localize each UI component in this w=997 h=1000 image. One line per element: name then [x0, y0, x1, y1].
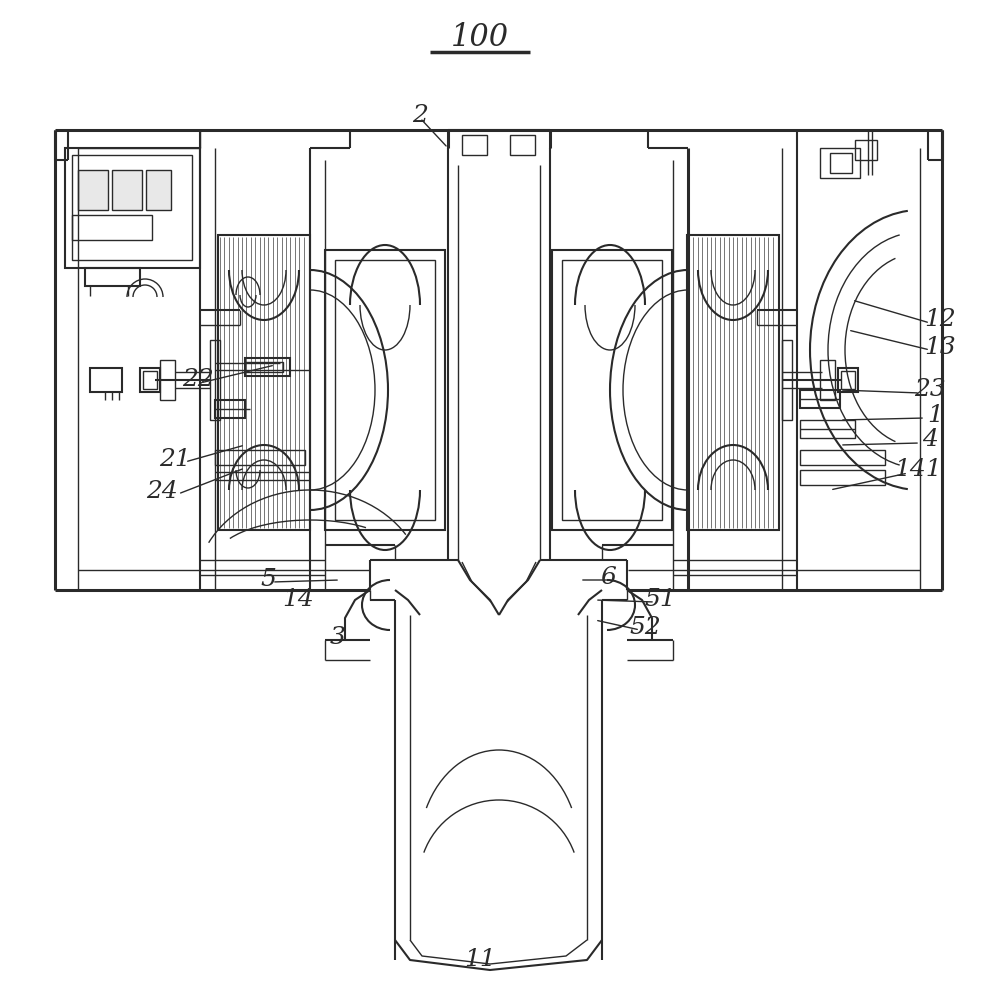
Bar: [65, 148, 200, 268]
Bar: [143, 371, 157, 389]
Bar: [552, 250, 672, 530]
Bar: [112, 170, 142, 210]
Bar: [90, 368, 122, 392]
Bar: [782, 340, 792, 420]
Bar: [687, 235, 779, 530]
Text: 4: 4: [922, 428, 938, 452]
Text: 3: 3: [330, 626, 346, 650]
Text: 23: 23: [914, 378, 946, 401]
Text: 2: 2: [412, 104, 428, 126]
Bar: [830, 153, 852, 173]
Text: 11: 11: [465, 948, 496, 972]
Bar: [210, 340, 220, 420]
Bar: [218, 235, 310, 530]
Bar: [855, 140, 877, 160]
Bar: [800, 420, 855, 438]
Text: 51: 51: [644, 588, 676, 611]
Text: 52: 52: [629, 616, 661, 640]
Bar: [510, 135, 535, 155]
Text: 5: 5: [260, 568, 276, 591]
Bar: [462, 135, 487, 155]
Bar: [72, 155, 192, 260]
Bar: [78, 170, 108, 210]
Text: 100: 100: [451, 22, 509, 53]
Text: 6: 6: [600, 566, 616, 589]
Bar: [245, 358, 290, 376]
Bar: [800, 450, 885, 465]
Bar: [215, 450, 305, 465]
Bar: [820, 360, 835, 400]
Bar: [72, 215, 152, 240]
Bar: [800, 470, 885, 485]
Bar: [800, 390, 840, 408]
Text: 21: 21: [160, 448, 190, 472]
Bar: [215, 400, 245, 418]
Bar: [140, 368, 160, 392]
Text: 14: 14: [282, 588, 314, 611]
Bar: [245, 362, 283, 372]
Bar: [160, 360, 175, 400]
Bar: [146, 170, 171, 210]
Bar: [562, 260, 662, 520]
Bar: [838, 368, 858, 392]
Text: 1: 1: [927, 403, 943, 426]
Text: 141: 141: [894, 458, 942, 482]
Bar: [841, 371, 855, 389]
Bar: [335, 260, 435, 520]
Bar: [85, 268, 140, 286]
Text: 22: 22: [182, 368, 214, 391]
Bar: [820, 148, 860, 178]
Text: 24: 24: [147, 481, 177, 504]
Text: 12: 12: [924, 308, 956, 332]
Bar: [325, 250, 445, 530]
Text: 13: 13: [924, 336, 956, 360]
